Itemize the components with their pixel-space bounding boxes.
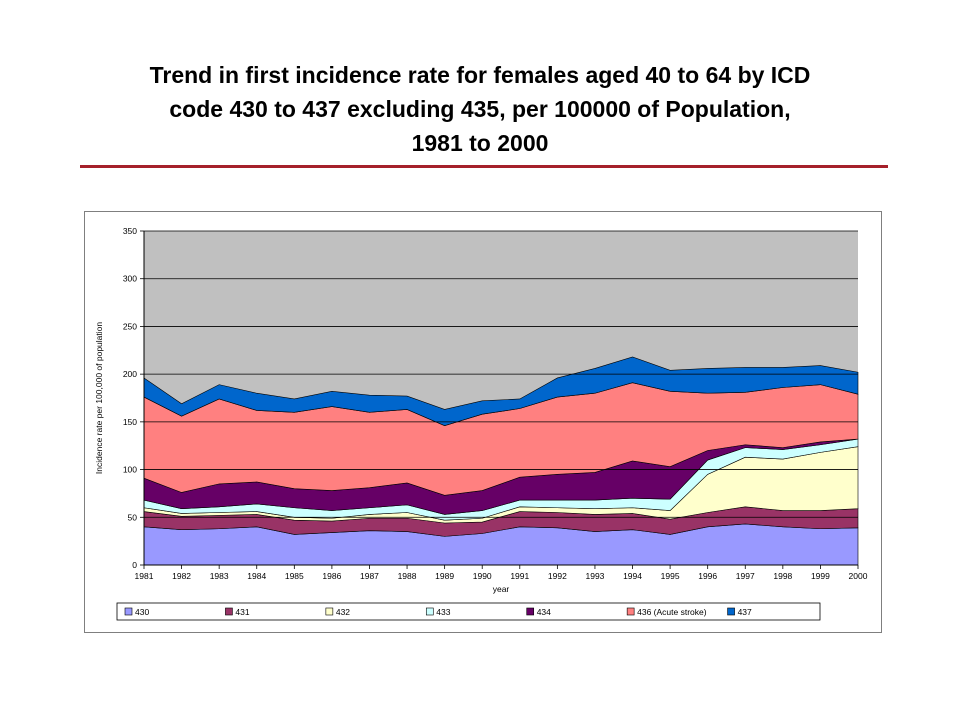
legend-swatch-434 [526,607,535,616]
legend-swatch-433 [425,607,434,616]
y-tick-label: 100 [123,465,137,475]
x-tick-label: 2000 [849,571,868,581]
axes [140,230,859,569]
legend-label-432: 432 [336,607,350,617]
legend-label-437: 437 [738,607,752,617]
chart-frame: 0 50 100 150 200 250 300 350 1981 1982 1983 1984 19… [84,211,882,633]
x-tick-label: 1985 [285,571,304,581]
legend-label-430: 430 [135,607,149,617]
area-series-group [143,356,859,566]
x-tick-label: 1992 [548,571,567,581]
x-tick-label: 1995 [661,571,680,581]
x-tick-label: 1993 [585,571,604,581]
legend-swatch-430 [124,607,133,616]
x-tick-label: 1987 [360,571,379,581]
legend-swatch-432 [325,607,334,616]
x-axis-title: year [493,584,510,594]
x-tick-label: 1991 [510,571,529,581]
slide-title: Trend in first incidence rate for female… [60,58,900,160]
y-axis-title: Incidence rate per 100,000 of population [94,322,104,474]
x-tick-label: 1981 [135,571,154,581]
x-tick-label: 1983 [210,571,229,581]
x-tick-labels: 1981 1982 1983 1984 1985 1986 1987 1988 1989 1990… [135,571,868,581]
legend-swatch-436-acute-stroke [626,607,635,616]
slide-title-line-3: 1981 to 2000 [411,130,549,156]
y-tick-label: 0 [132,560,137,570]
legend-box [116,602,821,621]
x-tick-label: 1998 [773,571,792,581]
title-divider [80,165,888,168]
x-tick-label: 1990 [473,571,492,581]
legend-label-434: 434 [537,607,551,617]
x-tick-label: 1988 [398,571,417,581]
x-tick-label: 1984 [247,571,266,581]
legend-label-436-acute-stroke: 436 (Acute stroke) [637,607,707,617]
x-tick-label: 1996 [698,571,717,581]
y-tick-label: 250 [123,321,137,331]
legend-label-431: 431 [235,607,249,617]
y-tick-label: 150 [123,417,137,427]
legend-label-433: 433 [436,607,450,617]
y-tick-labels: 0 50 100 150 200 250 300 350 [123,226,137,570]
legend: 430 431 432 433 434 436 (Acute stroke) 437 [116,602,821,621]
y-tick-label: 300 [123,274,137,284]
x-tick-label: 1994 [623,571,642,581]
x-tick-label: 1997 [736,571,755,581]
legend-swatch-431 [225,607,233,616]
slide-title-line-2: code 430 to 437 excluding 435, per 10000… [169,96,791,122]
x-tick-label: 1989 [435,571,454,581]
slide-title-line-1: Trend in first incidence rate for female… [149,62,811,88]
gridlines [144,230,858,518]
x-tick-label: 1982 [172,571,191,581]
y-tick-label: 200 [123,369,137,379]
y-tick-label: 350 [123,226,137,236]
x-tick-label: 1986 [322,571,341,581]
y-tick-label: 50 [128,512,138,522]
x-tick-label: 1999 [811,571,830,581]
legend-swatch-437 [727,607,735,616]
